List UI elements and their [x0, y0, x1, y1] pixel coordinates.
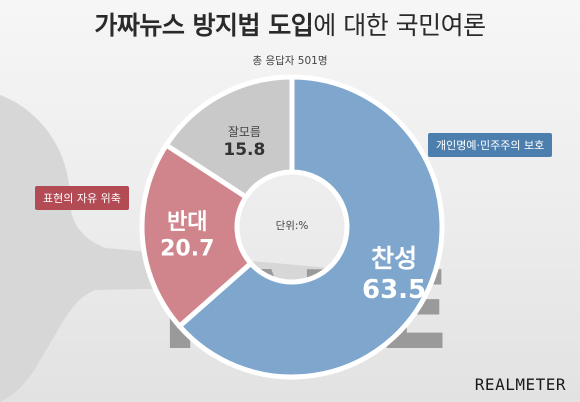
unit-label: 단위:% — [276, 219, 309, 232]
brand-logo: REALMETER — [474, 375, 566, 394]
slice-label-unknown: 잘모름 — [228, 125, 261, 139]
face-silhouette — [0, 95, 330, 402]
slice-support — [176, 74, 445, 380]
slice-value-oppose: 20.7 — [160, 236, 214, 261]
title-bold: 가짜뉴스 방지법 도입 — [94, 11, 314, 40]
support-reason-tag: 개인명예·민주주의 보호 — [428, 133, 553, 157]
slice-value-support: 63.5 — [362, 275, 426, 305]
page-title: 가짜뉴스 방지법 도입에 대한 국민여론 — [0, 6, 580, 42]
slice-label-oppose: 반대 — [167, 210, 207, 235]
slice-unknown — [163, 74, 295, 200]
slice-label-support: 찬성 — [371, 244, 417, 273]
total-respondents: 총 응답자 501명 — [252, 55, 328, 67]
slice-oppose — [139, 142, 254, 329]
title-rest: 에 대한 국민여론 — [313, 11, 486, 40]
oppose-reason-tag: 표현의 자유 위축 — [35, 186, 129, 210]
slice-value-unknown: 15.8 — [223, 140, 265, 160]
